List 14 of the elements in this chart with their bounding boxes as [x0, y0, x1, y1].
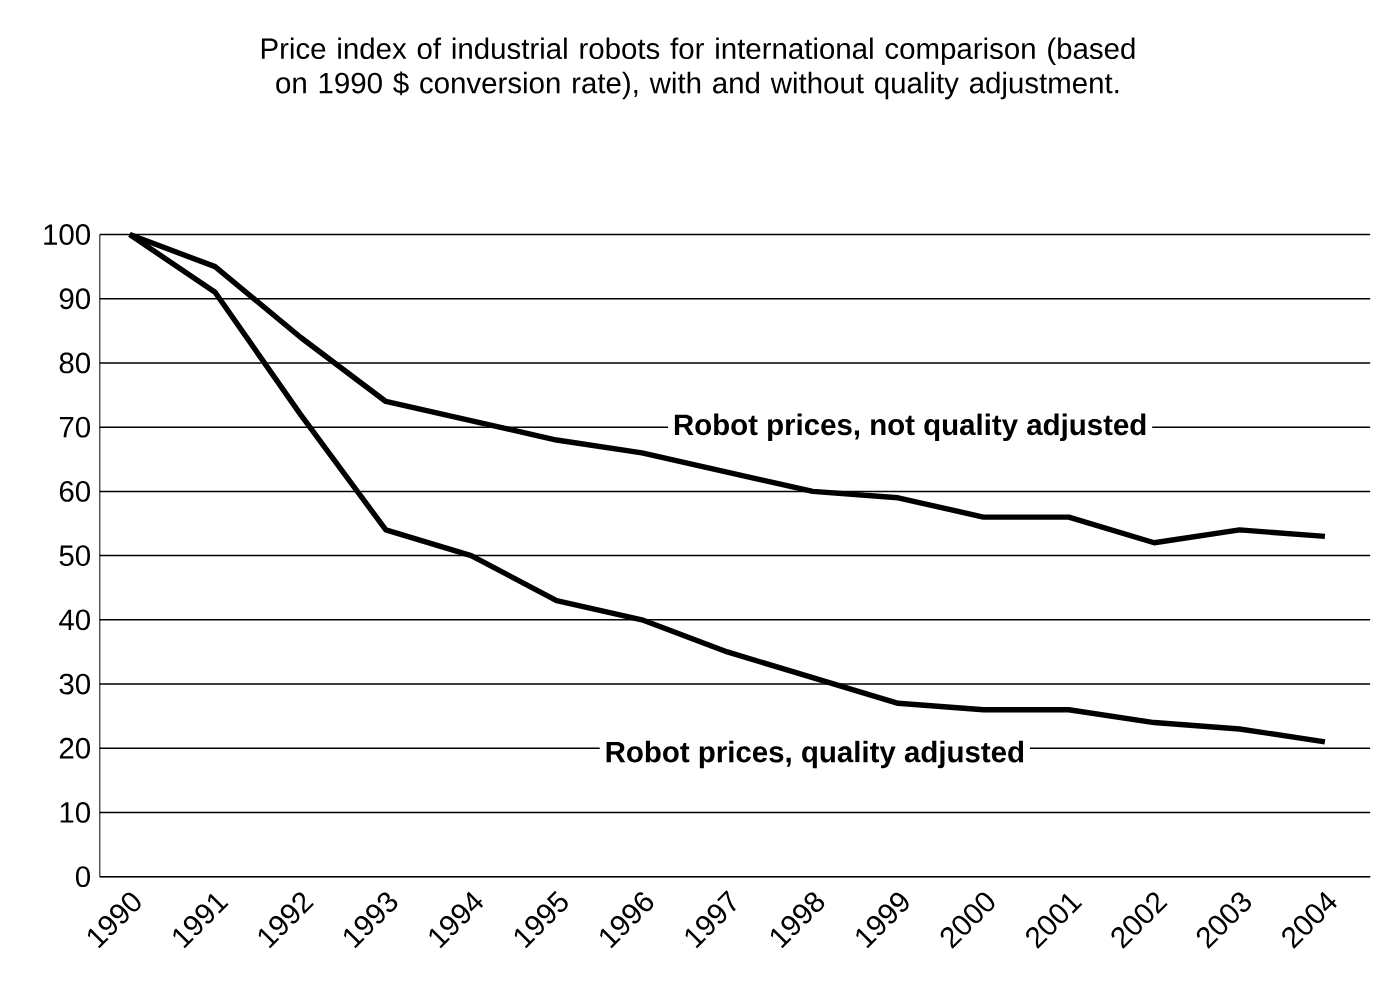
y-tick-label: 80: [59, 352, 91, 374]
series-label: Robot prices, not quality adjusted: [674, 413, 1146, 442]
y-tick-label: 40: [59, 609, 91, 631]
series-label: Robot prices, quality adjusted: [606, 740, 1024, 769]
y-tick-label: 20: [59, 737, 91, 759]
y-tick-label: 90: [59, 288, 91, 310]
y-tick-label: 30: [59, 673, 91, 695]
y-tick-label: 50: [59, 545, 91, 567]
y-tick-label: 60: [59, 481, 91, 502]
y-tick-label: 0: [75, 866, 91, 888]
chart-title: Price index of industrial robots for international comparison (based on 1990 $ conversion rate), with and without quality adjustment.: [261, 37, 1135, 100]
y-tick-label: 100: [44, 224, 91, 246]
y-tick-label: 70: [59, 416, 91, 438]
y-tick-label: 10: [60, 802, 91, 823]
